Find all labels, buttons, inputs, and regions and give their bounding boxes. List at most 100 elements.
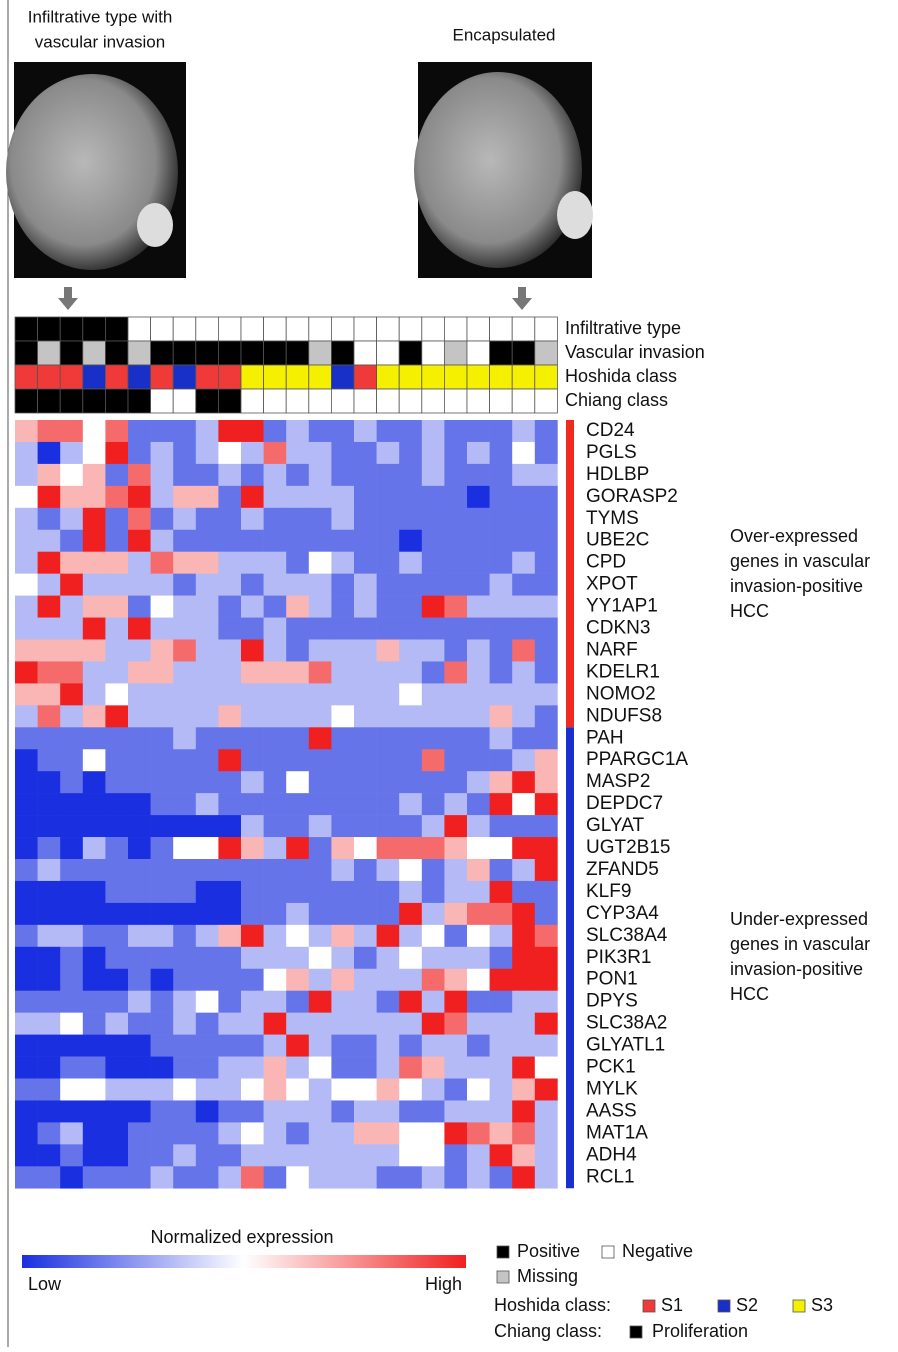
heatmap-cell xyxy=(490,969,513,991)
heatmap-cell xyxy=(128,1144,151,1166)
heatmap-cell xyxy=(422,705,445,727)
heatmap-cell xyxy=(467,881,490,903)
heatmap-cell xyxy=(444,815,467,837)
track-cell xyxy=(490,389,513,413)
heatmap-cell xyxy=(60,837,83,859)
heatmap-cell xyxy=(151,969,174,991)
heatmap-cell xyxy=(354,903,377,925)
heatmap-cell xyxy=(535,771,558,793)
heatmap-cell xyxy=(83,705,106,727)
heatmap-cell xyxy=(60,420,83,442)
heatmap-cell xyxy=(60,596,83,618)
heatmap-cell xyxy=(218,552,241,574)
heatmap-cell xyxy=(331,1144,354,1166)
heatmap-cell xyxy=(422,574,445,596)
heatmap-cell xyxy=(218,1035,241,1057)
heatmap-cell xyxy=(490,771,513,793)
heatmap-cell xyxy=(264,1035,287,1057)
heatmap-cell xyxy=(535,1057,558,1079)
heatmap-cell xyxy=(15,771,38,793)
heatmap-cell xyxy=(128,859,151,881)
heatmap-cell xyxy=(309,640,332,662)
heatmap-cell xyxy=(444,1013,467,1035)
heatmap-cell xyxy=(354,486,377,508)
heatmap-cell xyxy=(535,749,558,771)
legend-swatch xyxy=(630,1326,642,1338)
heatmap-cell xyxy=(309,1122,332,1144)
heatmap-cell xyxy=(512,947,535,969)
heatmap-cell xyxy=(286,661,309,683)
gene-label: RCL1 xyxy=(586,1166,635,1187)
track-cell xyxy=(535,365,558,389)
heatmap-cell xyxy=(286,793,309,815)
heatmap-cell xyxy=(535,705,558,727)
heatmap-cell xyxy=(151,596,174,618)
gene-label: NOMO2 xyxy=(586,683,656,704)
heatmap-cell xyxy=(173,1144,196,1166)
heatmap-cell xyxy=(467,815,490,837)
heatmap-cell xyxy=(15,815,38,837)
group-label: genes in vascular xyxy=(730,551,870,571)
heatmap-cell xyxy=(331,530,354,552)
heatmap-cell xyxy=(15,947,38,969)
heatmap-cell xyxy=(309,530,332,552)
heatmap-cell xyxy=(241,1057,264,1079)
colorbar-high: High xyxy=(425,1274,462,1294)
heatmap-cell xyxy=(241,661,264,683)
heatmap-cell xyxy=(512,683,535,705)
heatmap-cell xyxy=(241,1144,264,1166)
legend-swatch xyxy=(602,1246,614,1258)
heatmap-cell xyxy=(490,508,513,530)
gene-label: UGT2B15 xyxy=(586,837,670,858)
heatmap-cell xyxy=(512,1057,535,1079)
heatmap-cell xyxy=(38,815,61,837)
heatmap-cell xyxy=(264,640,287,662)
heatmap-cell xyxy=(38,793,61,815)
heatmap-cell xyxy=(399,837,422,859)
heatmap-cell xyxy=(354,727,377,749)
heatmap-cell xyxy=(535,925,558,947)
heatmap-cell xyxy=(15,837,38,859)
heatmap-cell xyxy=(83,530,106,552)
heatmap-cell xyxy=(444,1122,467,1144)
heatmap-cell xyxy=(196,947,219,969)
ct-image-left xyxy=(6,62,186,278)
track-cell xyxy=(218,317,241,341)
heatmap-cell xyxy=(331,1013,354,1035)
heatmap-cell xyxy=(399,1100,422,1122)
track-cell xyxy=(241,341,264,365)
heatmap-cell xyxy=(444,442,467,464)
heatmap-cell xyxy=(354,837,377,859)
heatmap-cell xyxy=(286,991,309,1013)
heatmap-cell xyxy=(490,749,513,771)
track-cell xyxy=(15,365,38,389)
heatmap-cell xyxy=(512,705,535,727)
heatmap-cell xyxy=(151,420,174,442)
heatmap-cell xyxy=(422,618,445,640)
heatmap-cell xyxy=(218,618,241,640)
track-cell xyxy=(218,341,241,365)
track-cell xyxy=(331,389,354,413)
heatmap-cell xyxy=(128,1057,151,1079)
heatmap-cell xyxy=(83,991,106,1013)
heatmap-cell xyxy=(83,508,106,530)
heatmap-cell xyxy=(38,618,61,640)
track-cell xyxy=(377,341,400,365)
heatmap-cell xyxy=(15,1057,38,1079)
heatmap-cell xyxy=(444,640,467,662)
track-cell xyxy=(196,317,219,341)
legend-swatch xyxy=(793,1300,805,1312)
heatmap-cell xyxy=(331,574,354,596)
heatmap-cell xyxy=(83,1079,106,1101)
heatmap-cell xyxy=(331,727,354,749)
track-cell xyxy=(512,317,535,341)
heatmap-cell xyxy=(241,442,264,464)
heatmap-cell xyxy=(128,530,151,552)
heatmap-cell xyxy=(354,947,377,969)
heatmap-cell xyxy=(151,771,174,793)
heatmap-cell xyxy=(422,1144,445,1166)
heatmap-cell xyxy=(535,552,558,574)
heatmap-cell xyxy=(354,661,377,683)
heatmap-cell xyxy=(173,596,196,618)
heatmap-cell xyxy=(83,859,106,881)
